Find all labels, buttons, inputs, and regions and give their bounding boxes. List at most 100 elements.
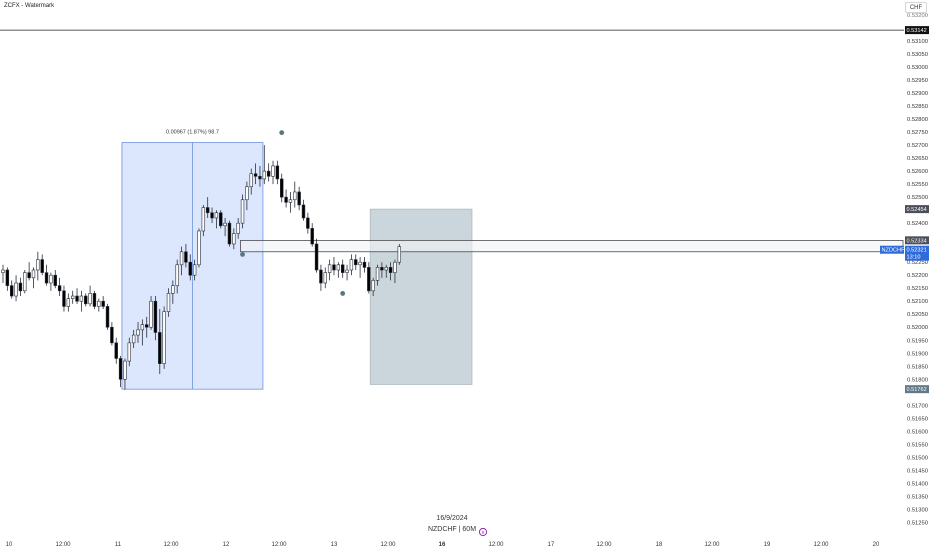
replay-icon[interactable]: 9: [478, 527, 488, 537]
price-tick-label: 0.51700: [907, 403, 928, 409]
pivot-marker: [240, 251, 245, 257]
candle: [171, 280, 175, 304]
candle-body: [5, 269, 10, 286]
candle-body: [149, 300, 153, 328]
candle-body: [105, 306, 110, 328]
candle: [188, 254, 192, 281]
candle-body: [219, 212, 223, 227]
candle-body: [314, 243, 319, 271]
candle-body: [340, 264, 345, 273]
candle: [62, 285, 66, 312]
candle-body: [293, 191, 297, 201]
time-label: 12:00: [55, 542, 71, 548]
price-tick-label: 0.52750: [907, 130, 928, 136]
candle: [149, 296, 153, 330]
target-top-price-label: 0.52454: [907, 207, 927, 213]
candle: [236, 217, 240, 239]
candle: [131, 329, 136, 349]
candle: [158, 309, 162, 375]
candle-body: [354, 259, 358, 266]
measure-label: 0.00967 (1.87%) 98.7: [166, 130, 219, 136]
candle: [70, 290, 75, 304]
candle-body: [118, 358, 123, 380]
time-label: 12: [223, 542, 230, 548]
countdown-label-bg: [905, 252, 929, 261]
candle-body: [371, 280, 375, 292]
candle-body: [253, 173, 258, 177]
candle: [153, 296, 158, 341]
candle-body: [84, 295, 88, 305]
candle: [393, 259, 397, 284]
price-tick-label: 0.53050: [907, 52, 928, 58]
candle-body: [136, 329, 140, 336]
candle: [10, 280, 14, 299]
horizontal-line-price-label: 0.53142: [907, 28, 927, 34]
candle-body: [380, 267, 384, 271]
time-label: 11: [115, 542, 122, 548]
candle: [301, 199, 306, 221]
candle: [92, 290, 97, 310]
candle: [262, 145, 266, 185]
symbol-caption: NZDCHF | 60M: [428, 526, 476, 533]
price-tick-label: 0.52700: [907, 143, 928, 149]
candle: [140, 319, 145, 346]
price-tick-label: 0.52850: [907, 104, 928, 110]
price-tick-label: 0.51900: [907, 351, 928, 357]
price-tick-label: 0.51350: [907, 494, 928, 500]
candle-body: [306, 217, 310, 229]
time-label: 12:00: [271, 542, 287, 548]
time-label: 20: [873, 542, 880, 548]
candle: [101, 296, 105, 310]
candle-body: [70, 295, 75, 299]
candle: [380, 262, 384, 278]
candle-body: [262, 170, 266, 180]
time-label: 10: [6, 542, 13, 548]
candle-body: [197, 230, 201, 266]
candle-body: [179, 251, 184, 266]
zone-top-price-label-bg: [905, 236, 929, 245]
candle-body: [175, 264, 179, 286]
zone-top-price-label: 0.52334: [907, 238, 927, 244]
candle: [219, 210, 223, 229]
candle: [210, 207, 214, 224]
price-tick-label: 0.51500: [907, 455, 928, 461]
currency-button[interactable]: CHF: [905, 2, 927, 13]
candle: [14, 275, 18, 302]
candle-body: [275, 165, 280, 180]
candle-body: [271, 165, 275, 177]
candle-body: [397, 246, 402, 263]
price-tick-label: 0.52950: [907, 78, 928, 84]
candle-body: [27, 272, 31, 279]
price-tick-label: 0.52900: [907, 91, 928, 97]
candle: [227, 220, 232, 247]
price-tick-label: 0.53000: [907, 65, 928, 71]
symbol-price-tag-bg: [880, 245, 904, 254]
candle: [310, 223, 314, 247]
candle-body: [258, 176, 262, 180]
candle-body: [323, 272, 327, 284]
candle: [123, 358, 127, 390]
price-tick-label: 0.51400: [907, 481, 928, 487]
candle-body: [44, 272, 49, 284]
candle-body: [384, 267, 388, 271]
candle: [275, 160, 280, 185]
pivot-marker: [279, 130, 285, 136]
target-box: [369, 208, 473, 385]
price-tick-label: 0.53100: [907, 39, 928, 45]
chart-title: ZCFX - Watermark: [4, 3, 55, 9]
candle: [280, 173, 284, 203]
price-tick-label: 0.51250: [907, 520, 928, 526]
candle: [118, 355, 123, 388]
candles-layer: [1, 145, 402, 390]
price-tick-label: 0.52400: [907, 221, 928, 227]
candle: [127, 337, 131, 367]
candle: [314, 238, 319, 273]
candle-body: [236, 222, 240, 234]
price-axis[interactable]: 0.53100 0.53050 0.53000 0.52950 0.52900 0.528…: [880, 13, 929, 526]
time-axis[interactable]: 10 12:00 11 12:00 12 12:00 13 12:00 16 12:00 17 12:…: [6, 542, 880, 548]
candle-body: [297, 191, 301, 206]
candle: [397, 243, 402, 265]
price-tick-label: 0.51800: [907, 377, 928, 383]
